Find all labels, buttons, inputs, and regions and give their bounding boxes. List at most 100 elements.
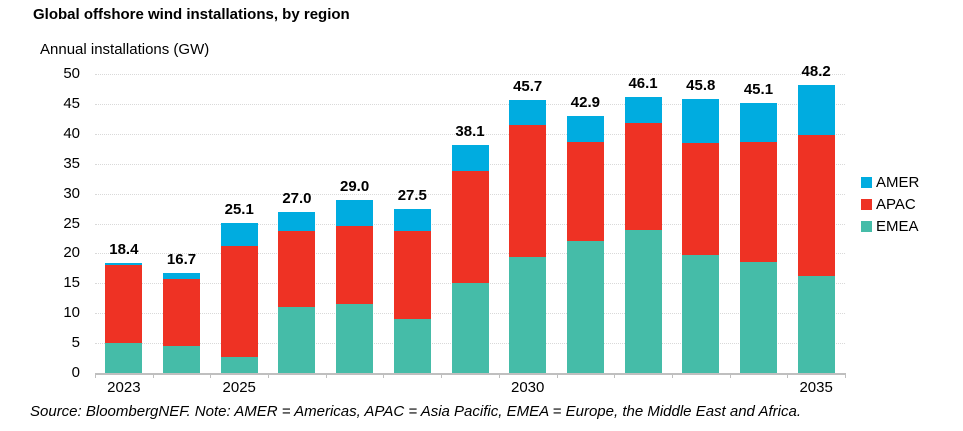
x-tick-label-2030: 2030 [511,379,545,396]
gridline-50 [95,74,845,75]
bar-segment-amer-2033 [682,99,720,144]
bar-segment-emea-2035 [797,276,835,373]
y-tick-label-20: 20 [63,244,80,262]
y-tick-label-30: 30 [63,184,80,202]
bar-total-label-2035: 48.2 [801,62,831,80]
bar-segment-amer-2023 [105,262,143,265]
bar-segment-amer-2024 [163,273,201,280]
bar-total-label-2024: 16.7 [166,251,197,269]
bar-segment-amer-2029 [451,145,489,171]
y-tick-label-35: 35 [63,154,80,172]
plot-area: 18.4 16.7 25.1 27.0 29.0 27.5 38.1 45.7 42.9 46.1… [95,63,846,378]
bar-segment-amer-2035 [797,84,835,135]
bar-segment-amer-2026 [278,211,316,231]
legend-label-emea: EMEA [876,217,919,235]
x-tick-mark-10 [671,373,673,378]
source-note: Source: BloombergNEF. Note: AMER = Ameri… [30,403,802,420]
bar-total-label-2030: 45.7 [513,77,543,95]
bar-segment-amer-2025 [220,222,258,246]
bar-segment-emea-2034 [739,261,777,373]
bar-segment-apac-2025 [220,245,258,358]
bar-total-label-2026: 27.0 [282,189,312,207]
x-tick-mark-13 [845,373,846,378]
bar-total-label-2033: 45.8 [686,77,716,95]
x-tick-mark-12 [787,373,789,378]
x-tick-mark-9 [614,373,616,378]
legend-swatch-amer [861,176,872,188]
bar-segment-amer-2027 [336,199,374,226]
bar-segment-amer-2031 [566,116,604,142]
x-tick-mark-6 [441,373,443,378]
y-axis-title: Annual installations (GW) [40,41,210,58]
gridline-40 [95,133,845,135]
x-tick-mark-8 [556,373,558,378]
bar-segment-apac-2027 [336,225,374,305]
y-tick-label-45: 45 [63,94,80,112]
x-tick-mark-4 [325,373,327,378]
x-tick-mark-2 [210,373,212,378]
bar-segment-emea-2030 [509,257,547,373]
x-tick-label-2023: 2023 [107,379,141,396]
legend-swatch-emea [861,220,872,232]
y-tick-label-15: 15 [63,274,80,292]
bar-segment-apac-2024 [163,279,201,346]
bar-total-label-2027: 29.0 [340,177,370,195]
y-tick-label-50: 50 [63,65,80,82]
bar-segment-apac-2031 [566,141,604,242]
y-tick-label-40: 40 [63,124,80,142]
y-tick-label-25: 25 [63,214,80,232]
bar-segment-emea-2031 [566,241,604,373]
bar-segment-apac-2034 [739,141,777,262]
bar-segment-emea-2023 [105,342,143,373]
gridline-45 [95,103,845,105]
bar-segment-apac-2029 [451,170,489,284]
x-tick-label-2025: 2025 [222,379,256,396]
x-tick-mark-1 [152,373,154,378]
bar-total-label-2032: 46.1 [628,75,658,93]
legend-item-amer: AMER [861,171,919,193]
bar-segment-apac-2028 [393,230,431,320]
bar-segment-amer-2034 [739,103,777,142]
x-tick-mark-5 [383,373,385,378]
bar-total-label-2029: 38.1 [455,123,485,141]
y-axis-tick-labels: 0 5 10 15 20 25 30 35 40 45 50 [0,65,80,381]
x-tick-mark-7 [498,373,500,378]
x-tick-label-2035: 2035 [799,379,833,396]
bar-segment-emea-2027 [336,304,374,373]
bar-segment-apac-2032 [624,123,662,231]
bar-segment-amer-2030 [509,99,547,125]
legend-item-apac: APAC [861,193,919,215]
legend-label-amer: AMER [876,173,920,191]
chart-title: Global offshore wind installations, by r… [33,6,350,23]
bar-segment-emea-2032 [624,230,662,373]
bar-segment-amer-2028 [393,208,431,231]
legend-item-emea: EMEA [861,215,919,237]
x-axis-tick-labels: 2023 2025 2030 2035 [95,379,845,399]
y-tick-label-10: 10 [63,304,80,322]
bar-segment-apac-2033 [682,143,720,256]
bar-segment-apac-2030 [509,124,547,257]
bar-segment-emea-2024 [163,345,201,373]
legend-swatch-apac [861,198,872,210]
bar-total-label-2023: 18.4 [109,240,139,258]
bar-total-label-2025: 25.1 [224,200,254,218]
bar-segment-amer-2032 [624,97,662,124]
bar-segment-apac-2026 [278,230,316,308]
bar-segment-emea-2033 [682,255,720,373]
bar-segment-apac-2023 [105,264,143,343]
legend: AMER APAC EMEA [861,171,919,237]
x-tick-mark-3 [268,373,270,378]
bar-segment-apac-2035 [797,135,835,277]
y-tick-label-0: 0 [71,364,80,381]
bar-segment-emea-2029 [451,283,489,373]
bar-total-label-2028: 27.5 [397,186,427,204]
bar-segment-emea-2028 [393,319,431,373]
bar-segment-emea-2025 [220,357,258,373]
x-tick-mark-11 [729,373,731,378]
y-tick-label-5: 5 [71,334,80,352]
x-tick-mark-0 [95,373,96,378]
bar-segment-emea-2026 [278,307,316,373]
bar-total-label-2031: 42.9 [570,94,600,112]
bar-total-label-2034: 45.1 [743,81,774,99]
